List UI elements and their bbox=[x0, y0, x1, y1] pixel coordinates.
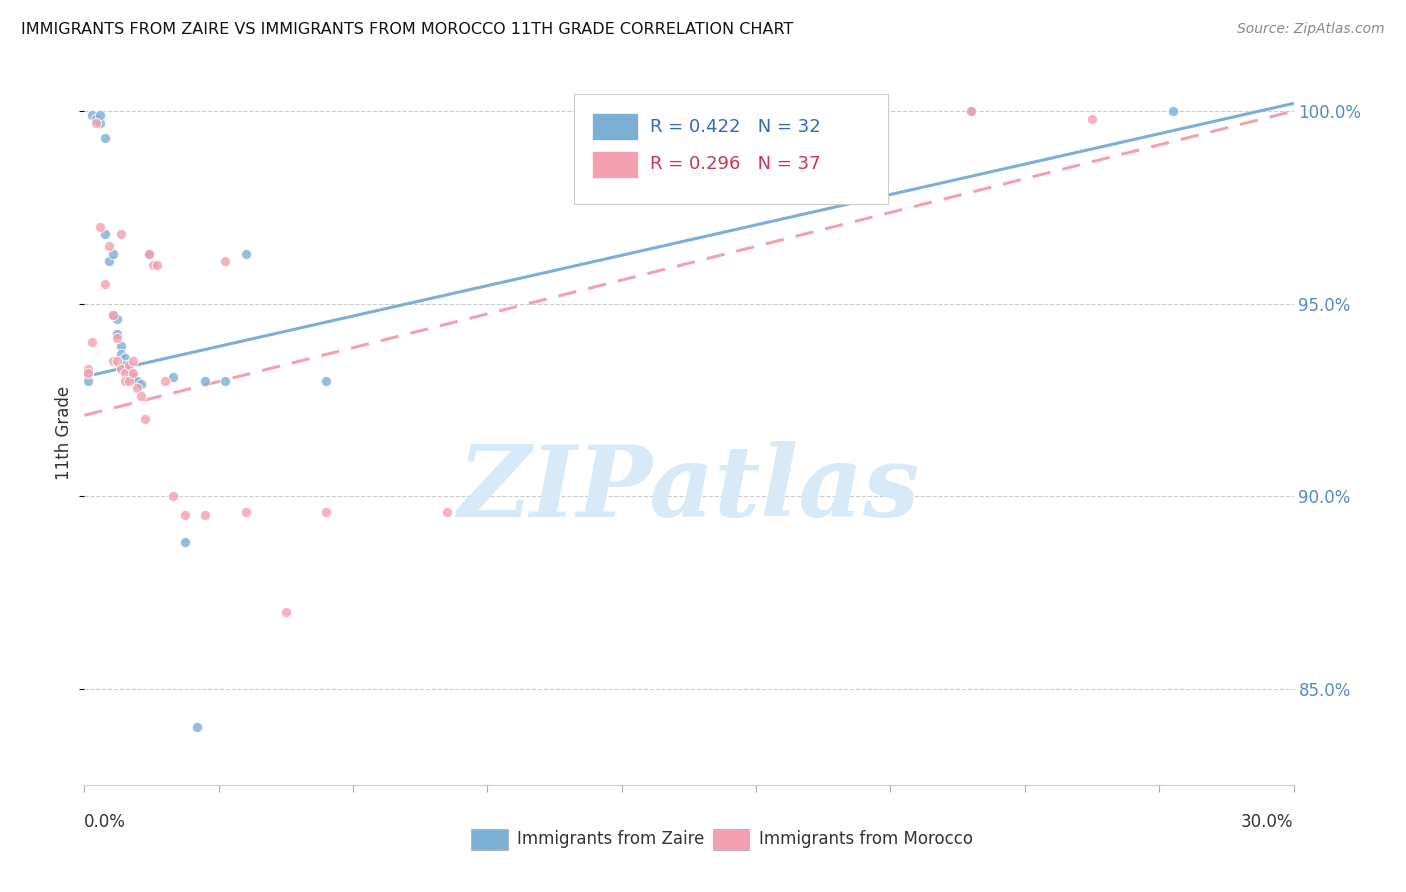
Point bbox=[162, 489, 184, 503]
FancyBboxPatch shape bbox=[471, 830, 508, 850]
Point bbox=[1081, 112, 1104, 126]
Point bbox=[186, 720, 208, 734]
Point bbox=[235, 246, 257, 260]
FancyBboxPatch shape bbox=[592, 113, 638, 140]
Point bbox=[118, 362, 141, 376]
Point bbox=[105, 354, 128, 368]
Point bbox=[105, 312, 128, 326]
Point bbox=[121, 366, 143, 380]
Point bbox=[77, 366, 100, 380]
Point bbox=[146, 258, 169, 272]
Point bbox=[129, 377, 152, 392]
Point bbox=[960, 104, 983, 119]
Text: 0.0%: 0.0% bbox=[84, 814, 127, 831]
Point bbox=[174, 535, 197, 549]
Point bbox=[93, 227, 115, 242]
Point bbox=[77, 374, 100, 388]
Point bbox=[110, 347, 132, 361]
Point bbox=[97, 239, 120, 253]
Point bbox=[114, 374, 136, 388]
Point bbox=[138, 246, 160, 260]
Point bbox=[89, 219, 111, 234]
Text: R = 0.296   N = 37: R = 0.296 N = 37 bbox=[650, 155, 821, 173]
Point bbox=[105, 327, 128, 342]
Point bbox=[114, 358, 136, 372]
Point bbox=[101, 354, 124, 368]
FancyBboxPatch shape bbox=[713, 830, 749, 850]
Point bbox=[114, 366, 136, 380]
Point bbox=[110, 362, 132, 376]
Point bbox=[110, 339, 132, 353]
Point bbox=[93, 131, 115, 145]
Point bbox=[101, 308, 124, 322]
Point bbox=[89, 108, 111, 122]
Text: 30.0%: 30.0% bbox=[1241, 814, 1294, 831]
Point bbox=[121, 354, 143, 368]
Point bbox=[235, 504, 257, 518]
Point bbox=[93, 277, 115, 292]
Text: Source: ZipAtlas.com: Source: ZipAtlas.com bbox=[1237, 22, 1385, 37]
Point bbox=[97, 254, 120, 268]
Text: ZIPatlas: ZIPatlas bbox=[458, 441, 920, 537]
Point bbox=[101, 308, 124, 322]
Point bbox=[82, 335, 104, 350]
Text: IMMIGRANTS FROM ZAIRE VS IMMIGRANTS FROM MOROCCO 11TH GRADE CORRELATION CHART: IMMIGRANTS FROM ZAIRE VS IMMIGRANTS FROM… bbox=[21, 22, 793, 37]
Point bbox=[77, 362, 100, 376]
Point bbox=[118, 374, 141, 388]
Point bbox=[859, 108, 882, 122]
Point bbox=[82, 108, 104, 122]
Point bbox=[77, 366, 100, 380]
FancyBboxPatch shape bbox=[592, 151, 638, 178]
Point bbox=[86, 115, 108, 129]
Point bbox=[153, 374, 176, 388]
Point bbox=[174, 508, 197, 523]
Point bbox=[114, 351, 136, 365]
Point bbox=[162, 369, 184, 384]
Point bbox=[138, 246, 160, 260]
Point bbox=[436, 504, 458, 518]
Y-axis label: 11th Grade: 11th Grade bbox=[55, 385, 73, 480]
Point bbox=[274, 605, 297, 619]
Point bbox=[105, 331, 128, 345]
Point bbox=[315, 374, 337, 388]
Point bbox=[125, 381, 148, 395]
Point bbox=[859, 108, 882, 122]
Point bbox=[315, 504, 337, 518]
Point bbox=[101, 246, 124, 260]
Text: Immigrants from Morocco: Immigrants from Morocco bbox=[759, 830, 973, 848]
Point bbox=[129, 389, 152, 403]
Point bbox=[960, 104, 983, 119]
Point bbox=[214, 374, 236, 388]
Point bbox=[121, 369, 143, 384]
Point bbox=[89, 115, 111, 129]
Point bbox=[1161, 104, 1184, 119]
Text: R = 0.422   N = 32: R = 0.422 N = 32 bbox=[650, 118, 821, 136]
FancyBboxPatch shape bbox=[574, 95, 889, 203]
Point bbox=[142, 258, 165, 272]
Point bbox=[86, 112, 108, 126]
Point bbox=[214, 254, 236, 268]
Point bbox=[194, 508, 217, 523]
Point bbox=[125, 374, 148, 388]
Point bbox=[194, 374, 217, 388]
Point bbox=[134, 412, 156, 426]
Text: Immigrants from Zaire: Immigrants from Zaire bbox=[517, 830, 704, 848]
Point bbox=[110, 227, 132, 242]
Point bbox=[118, 358, 141, 372]
